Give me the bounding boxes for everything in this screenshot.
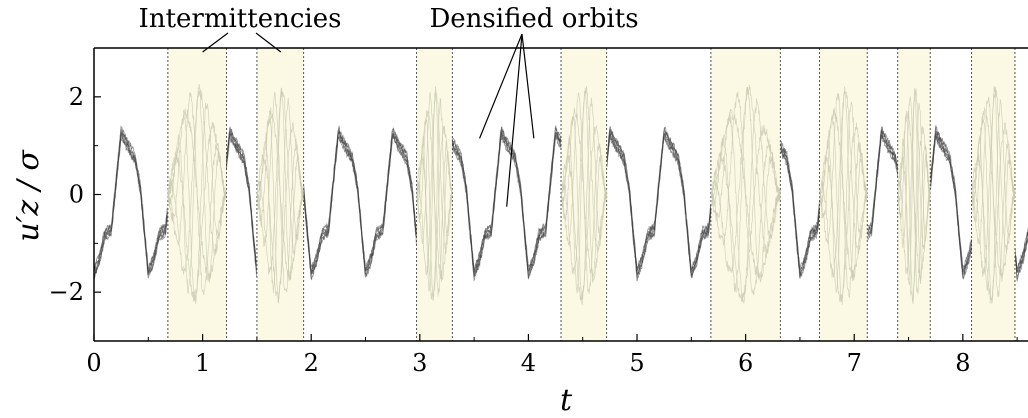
intermittency-strand-5 [167, 97, 1016, 306]
intermittency-pointer-2 [255, 32, 282, 53]
densified-orbit-pointer-1 [478, 33, 523, 139]
annotation-intermittencies: Intermittencies [139, 4, 342, 34]
y-tick-label-0: 0 [69, 181, 84, 209]
orbit-traces [93, 84, 1028, 306]
annotations: Intermittencies Densified orbits [139, 4, 639, 207]
intermittency-bands [167, 48, 1016, 341]
densified-orbit-pointer-2 [506, 33, 523, 207]
intermittency-strand-4 [167, 91, 1016, 298]
x-tick-label-1: 1 [195, 349, 210, 377]
intermittency-strand-6 [167, 84, 1016, 294]
annotation-densified-orbits: Densified orbits [429, 4, 638, 34]
intermittency-pointer-1 [202, 32, 229, 53]
x-axis-label: t [560, 383, 573, 418]
axis-ticks: 0 1 2 3 4 5 6 7 8 2 0 −2 [49, 47, 1018, 377]
x-tick-label-3: 3 [412, 349, 427, 377]
x-tick-label-6: 6 [738, 349, 753, 377]
y-tick-label-2: 2 [69, 83, 84, 111]
x-tick-label-8: 8 [955, 349, 970, 377]
x-tick-label-0: 0 [86, 349, 101, 377]
y-tick-label--2: −2 [49, 278, 84, 306]
x-tick-label-2: 2 [304, 349, 319, 377]
x-tick-label-5: 5 [629, 349, 644, 377]
orbit-strand-6 [93, 124, 1028, 271]
x-tick-label-7: 7 [847, 349, 862, 377]
x-tick-label-4: 4 [521, 349, 536, 377]
densified-orbit-pointer-3 [521, 33, 535, 139]
y-axis-label: u′z / σ [11, 149, 46, 242]
